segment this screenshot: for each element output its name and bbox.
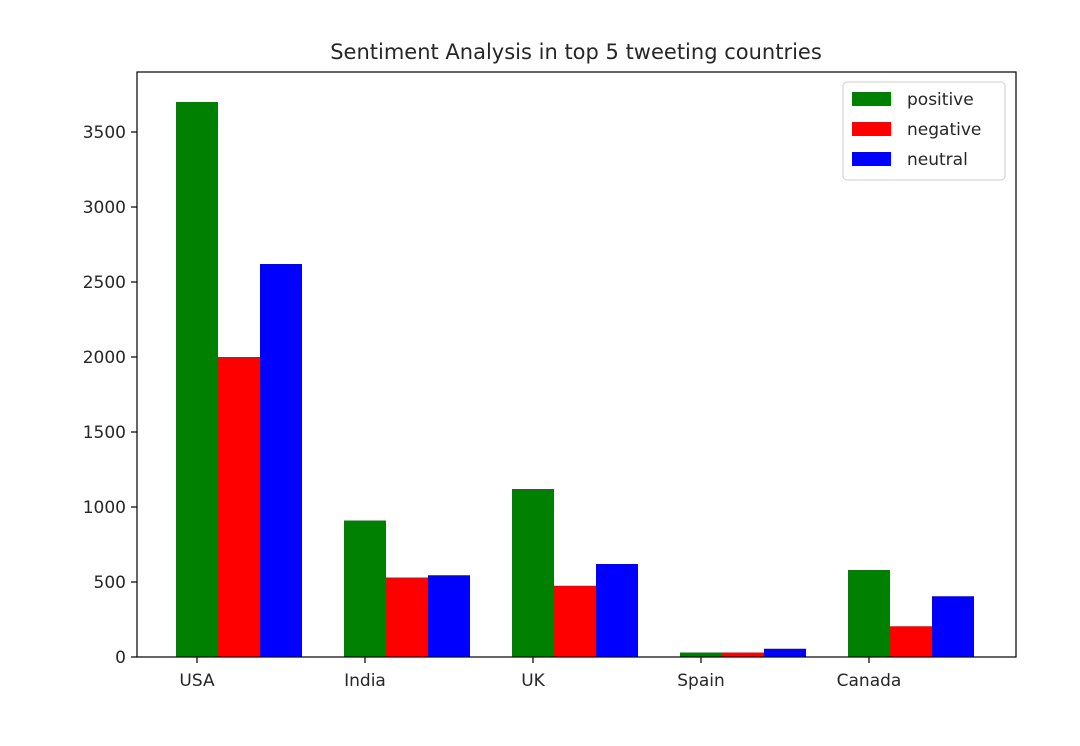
bar-neutral-india: [428, 575, 470, 657]
legend-label-neutral: neutral: [907, 150, 968, 170]
chart-title: Sentiment Analysis in top 5 tweeting cou…: [330, 40, 822, 64]
bar-positive-canada: [848, 570, 890, 657]
bar-negative-spain: [722, 652, 764, 657]
bar-positive-uk: [512, 489, 554, 657]
bars-layer: [176, 102, 974, 657]
bar-neutral-spain: [764, 648, 806, 657]
y-tick-label: 3500: [83, 123, 126, 143]
x-tick-label: Spain: [677, 671, 725, 691]
legend-label-positive: positive: [907, 90, 974, 110]
bar-negative-uk: [554, 585, 596, 657]
legend: positive negative neutral: [842, 81, 1006, 181]
y-tick-label: 2500: [83, 273, 126, 293]
bar-neutral-usa: [260, 264, 302, 657]
legend-swatch-negative: [852, 122, 891, 136]
x-tick-label: Canada: [837, 671, 902, 691]
legend-label-negative: negative: [907, 120, 981, 140]
bar-positive-usa: [176, 102, 218, 657]
axes-layer: 0 500 1000 1500 2000 2500 3000 3500 USA India UK Sp…: [83, 71, 1017, 691]
bar-negative-canada: [890, 626, 932, 657]
bar-positive-spain: [680, 652, 722, 657]
bar-negative-usa: [218, 357, 260, 657]
y-tick-label: 1500: [83, 423, 126, 443]
plot-frame: [136, 71, 1017, 658]
y-tick-label: 0: [115, 648, 126, 668]
legend-swatch-positive: [852, 92, 891, 106]
y-tick-label: 2000: [83, 348, 126, 368]
y-tick-label: 500: [94, 573, 126, 593]
bar-neutral-canada: [932, 596, 974, 657]
y-tick-label: 1000: [83, 498, 126, 518]
x-tick-label: India: [344, 671, 386, 691]
bar-neutral-uk: [596, 564, 638, 657]
legend-swatch-neutral: [852, 152, 891, 166]
bar-positive-india: [344, 520, 386, 657]
x-tick-label: USA: [179, 671, 215, 691]
bar-negative-india: [386, 577, 428, 657]
y-tick-label: 3000: [83, 198, 126, 218]
x-tick-label: UK: [521, 671, 545, 691]
